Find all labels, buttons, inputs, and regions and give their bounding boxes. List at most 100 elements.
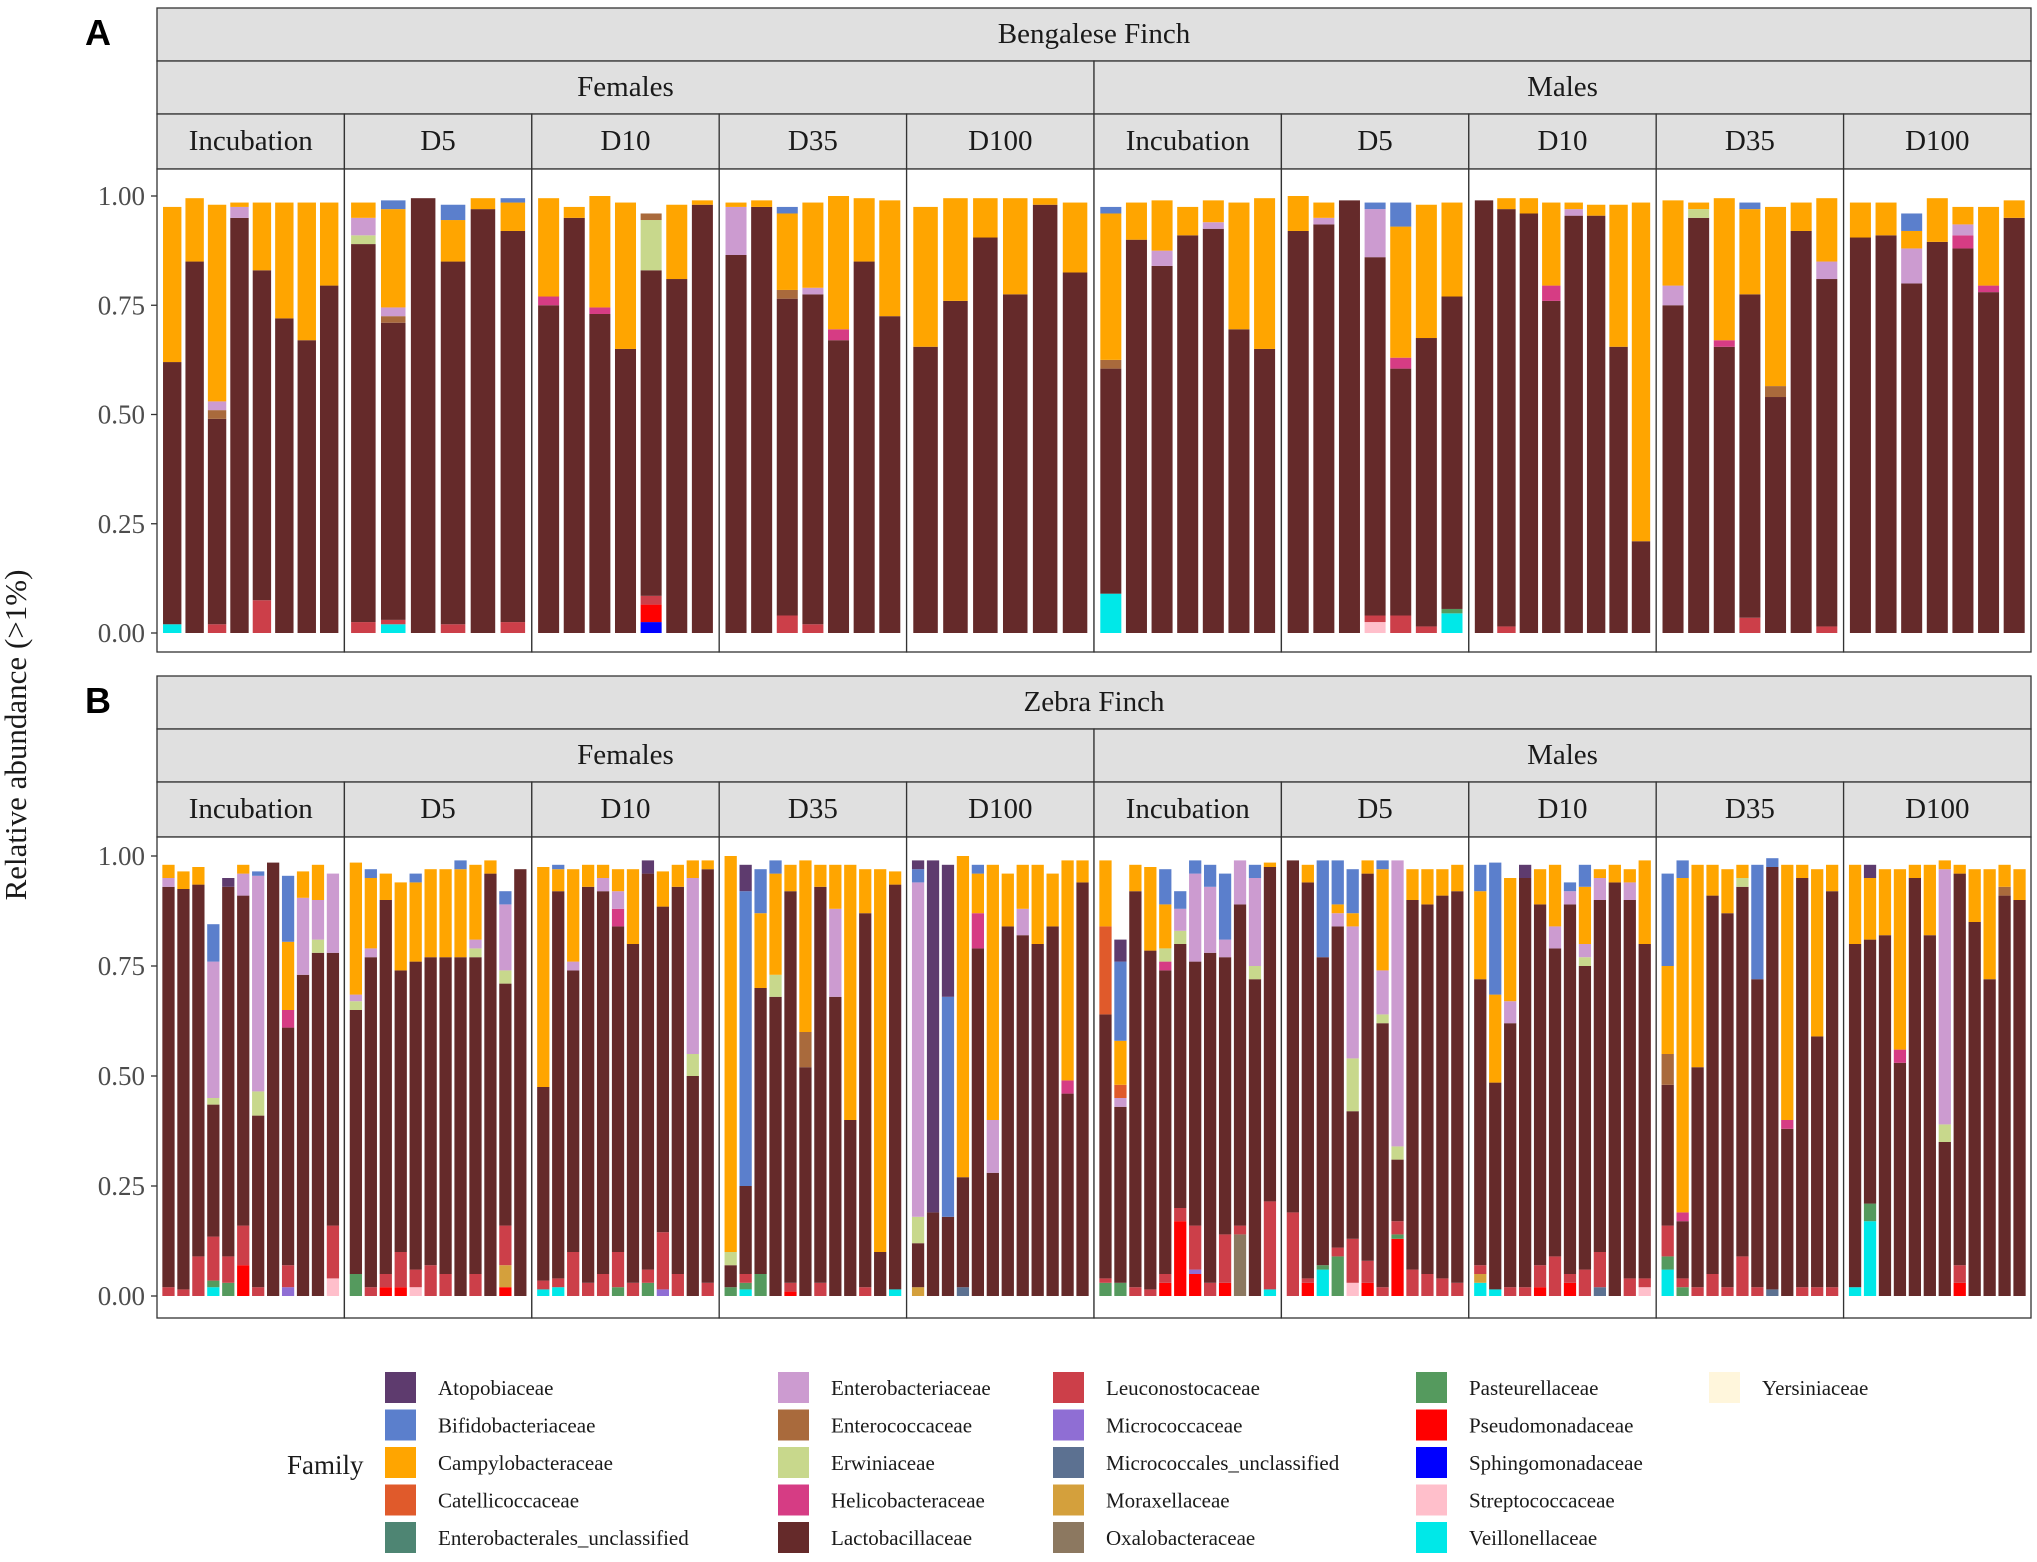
bar-segment [1713, 346, 1735, 633]
bar-segment [1144, 867, 1157, 951]
bar-segment [1331, 1247, 1344, 1257]
timepoint-label: D10 [1538, 125, 1588, 157]
bar-segment [440, 261, 466, 625]
species-label: Zebra Finch [1024, 686, 1165, 718]
legend-label: Enterobacteriaceae [831, 1376, 991, 1400]
legend-item: Veillonellaceae [1416, 1522, 1597, 1553]
bar-segment [1062, 272, 1088, 633]
bar-segment [1766, 858, 1779, 867]
bar-segment [1816, 626, 1838, 633]
bar-segment [1826, 891, 1839, 1288]
bar-segment [537, 1087, 550, 1281]
bar-segment [641, 1269, 655, 1283]
bar-segment [751, 200, 773, 207]
bar-segment [1938, 860, 1951, 870]
bar-segment [829, 908, 842, 997]
facet-background [157, 169, 345, 652]
bar-segment [281, 1010, 295, 1028]
bar-segment [351, 244, 376, 623]
bar-segment [943, 198, 968, 301]
bar-segment [640, 595, 662, 605]
bar-segment [1504, 1287, 1517, 1296]
bar-segment [941, 996, 955, 1217]
bar-segment [1878, 869, 1892, 936]
facet-bars [911, 856, 1089, 1296]
bar-segment [469, 1274, 482, 1296]
timepoint-strip [1468, 781, 1657, 838]
bar-segment [1926, 198, 1948, 242]
bar-segment [499, 891, 512, 905]
bar-segment [409, 882, 422, 962]
bar-segment [349, 1274, 363, 1296]
bar-segment [1114, 1084, 1127, 1098]
bar-segment [1923, 864, 1936, 936]
bar-segment [230, 202, 249, 207]
facet-bars [1100, 198, 1276, 633]
bar-segment [640, 604, 662, 623]
bar-segment [567, 961, 580, 971]
bar-segment [844, 864, 857, 1120]
bar-segment [499, 1265, 512, 1288]
bar-segment [296, 897, 310, 975]
bar-segment [769, 873, 782, 975]
bar-segment [1415, 338, 1437, 627]
timepoint-label: Incubation [189, 793, 314, 825]
bar-segment [380, 322, 406, 620]
species-strip [156, 7, 2032, 62]
bar-segment [162, 886, 175, 1288]
bar-segment [163, 362, 182, 625]
bar-segment [1406, 900, 1419, 1270]
bar-segment [1316, 1269, 1329, 1296]
bar-segment [192, 884, 205, 1257]
bar-segment [596, 878, 610, 892]
bar-segment [1364, 209, 1386, 258]
facet-bars [1287, 196, 1463, 634]
bar-segment [725, 202, 747, 207]
bar-segment [1721, 1287, 1734, 1296]
bar-segment [1204, 952, 1217, 1283]
bar-segment [1688, 209, 1710, 218]
bar-segment [1796, 864, 1809, 878]
bar-segment [589, 313, 611, 633]
bar-segment [326, 1278, 340, 1296]
bar-segment [1174, 908, 1187, 931]
bar-segment [1953, 873, 1966, 1266]
bar-segment [1983, 869, 1996, 980]
legend-swatch [778, 1484, 809, 1516]
bar-segment [1361, 873, 1374, 1261]
bar-segment [1661, 873, 1674, 966]
bar-segment [1421, 1274, 1434, 1296]
bar-segment [1609, 204, 1628, 347]
bar-segment [162, 864, 175, 878]
bar-segment [1736, 878, 1749, 887]
bar-segment [281, 875, 295, 942]
legend-label: Helicobacteraceae [831, 1489, 985, 1513]
timepoint-label: D5 [1357, 793, 1392, 825]
bar-segment [1504, 1001, 1517, 1024]
bar-segment [1061, 1093, 1074, 1296]
bar-segment [380, 619, 406, 625]
bar-segment [784, 864, 797, 892]
bar-segment [499, 1225, 512, 1266]
bar-segment [671, 864, 684, 887]
bar-segment [1811, 1287, 1824, 1296]
bar-segment [1893, 1049, 1907, 1063]
bar-segment [500, 198, 526, 203]
bar-segment [1826, 864, 1839, 892]
bar-segment [1391, 1159, 1404, 1222]
bar-segment [207, 204, 227, 402]
bar-segment [911, 869, 925, 883]
bar-segment [1218, 1234, 1232, 1283]
bar-segment [1504, 878, 1517, 1002]
bar-segment [1563, 882, 1577, 892]
bar-segment [1233, 860, 1247, 905]
timepoint-label: Incubation [1126, 793, 1251, 825]
bar-segment [252, 1091, 265, 1116]
bar-segment [424, 957, 437, 1266]
bar-segment [380, 307, 406, 317]
bar-segment [739, 864, 752, 892]
bar-segment [207, 1236, 220, 1281]
bar-segment [879, 316, 901, 633]
bar-segment [1631, 202, 1651, 542]
